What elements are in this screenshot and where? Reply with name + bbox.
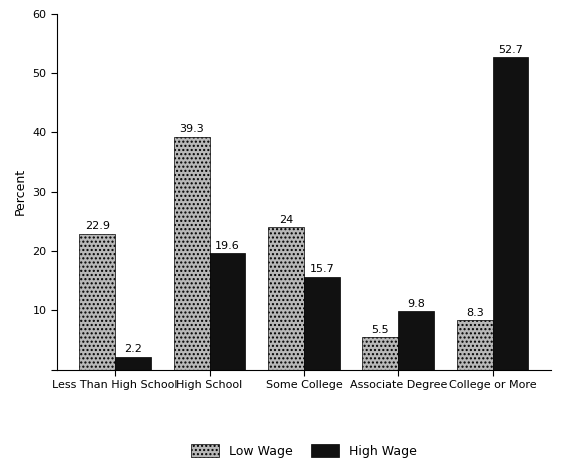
Legend: Low Wage, High Wage: Low Wage, High Wage — [186, 439, 421, 462]
Text: 15.7: 15.7 — [310, 264, 334, 274]
Text: 19.6: 19.6 — [215, 241, 240, 251]
Bar — [210, 253, 245, 370]
Text: 5.5: 5.5 — [371, 325, 389, 334]
Bar — [115, 357, 151, 370]
Text: 52.7: 52.7 — [498, 45, 523, 55]
Y-axis label: Percent: Percent — [14, 168, 27, 215]
Bar — [174, 137, 210, 370]
Bar — [268, 227, 304, 370]
Bar — [304, 277, 340, 370]
Text: 9.8: 9.8 — [407, 299, 425, 309]
Text: 2.2: 2.2 — [124, 344, 142, 354]
Bar — [492, 57, 528, 370]
Text: 39.3: 39.3 — [179, 124, 204, 134]
Bar — [398, 311, 434, 370]
Bar — [80, 234, 115, 370]
Text: 22.9: 22.9 — [85, 221, 110, 231]
Text: 24: 24 — [279, 215, 293, 225]
Bar — [457, 320, 492, 370]
Bar — [362, 337, 398, 370]
Text: 8.3: 8.3 — [466, 308, 483, 318]
